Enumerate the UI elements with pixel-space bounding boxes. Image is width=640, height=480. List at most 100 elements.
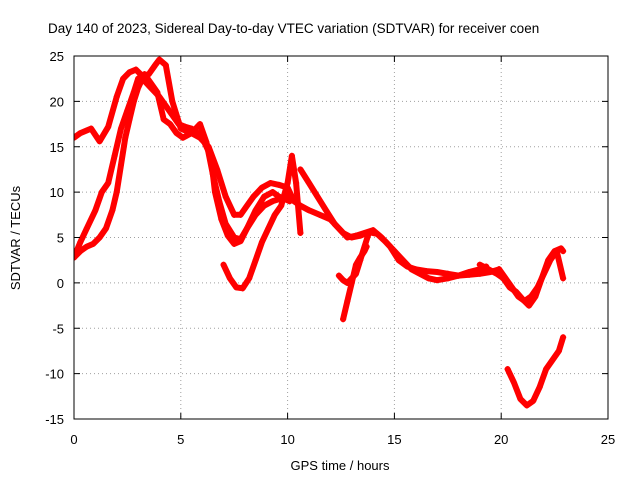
data-point	[476, 261, 483, 268]
data-point	[293, 180, 300, 187]
data-point	[515, 293, 522, 300]
data-point	[517, 396, 524, 403]
data-point	[276, 181, 283, 188]
data-point	[534, 284, 541, 291]
data-point	[348, 279, 355, 286]
data-point	[244, 202, 251, 209]
data-point	[132, 66, 139, 73]
data-point	[152, 62, 159, 69]
data-point	[305, 180, 312, 187]
data-point	[179, 134, 186, 141]
x-tick-label: 10	[280, 432, 294, 447]
data-point	[239, 285, 246, 292]
ticks: 0 5 10 15 20 25 -15 -10 -5 0 5 10 15 20 25	[45, 49, 615, 447]
series-track-d	[220, 152, 304, 292]
data-point	[323, 207, 330, 214]
data-point	[269, 198, 276, 205]
data-point	[540, 270, 547, 277]
series-line	[297, 166, 490, 284]
data-point	[382, 239, 389, 246]
data-point	[218, 216, 225, 223]
data-point	[340, 277, 347, 284]
data-point	[269, 189, 276, 196]
data-point	[425, 275, 432, 282]
data-point	[92, 207, 99, 214]
data-point	[162, 62, 169, 69]
data-point	[197, 121, 204, 128]
data-point	[141, 71, 148, 78]
y-tick-label: 15	[50, 140, 64, 155]
data-point	[237, 238, 244, 245]
data-point	[126, 69, 133, 76]
data-point	[261, 202, 268, 209]
y-tick-label: -5	[52, 321, 64, 336]
data-point	[258, 184, 265, 191]
data-point	[252, 257, 259, 264]
data-point	[434, 277, 441, 284]
data-point	[352, 261, 359, 268]
data-point	[408, 266, 415, 273]
data-point	[361, 248, 368, 255]
chart-title: Day 140 of 2023, Sidereal Day-to-day VTE…	[48, 21, 539, 36]
y-tick-label: 20	[50, 94, 64, 109]
grid	[74, 56, 608, 419]
data-point	[549, 357, 556, 364]
data-point	[252, 211, 259, 218]
data-point	[222, 193, 229, 200]
data-point	[271, 211, 278, 218]
data-point	[113, 189, 120, 196]
data-point	[96, 234, 103, 241]
x-tick-label: 5	[177, 432, 184, 447]
data-point	[77, 239, 84, 246]
data-point	[188, 125, 195, 132]
y-tick-label: -10	[45, 367, 64, 382]
data-point	[135, 84, 142, 91]
data-point	[117, 125, 124, 132]
data-point	[175, 121, 182, 128]
data-point	[455, 272, 462, 279]
data-point	[120, 75, 127, 82]
y-tick-label: 25	[50, 49, 64, 64]
data-point	[77, 130, 84, 137]
data-point	[83, 225, 90, 232]
data-point	[201, 139, 208, 146]
data-point	[547, 257, 554, 264]
data-point	[508, 284, 515, 291]
data-point	[335, 272, 342, 279]
x-tick-label: 20	[494, 432, 508, 447]
data-point	[147, 84, 154, 91]
data-point	[156, 93, 163, 100]
data-point	[169, 111, 176, 118]
data-point	[348, 234, 355, 241]
data-point	[152, 89, 159, 96]
data-point	[167, 121, 174, 128]
data-point	[261, 193, 268, 200]
x-axis-label: GPS time / hours	[291, 458, 390, 473]
data-point	[504, 366, 511, 373]
data-point	[560, 334, 567, 341]
data-point	[109, 207, 116, 214]
data-point	[560, 275, 567, 282]
data-point	[169, 98, 176, 105]
data-point	[543, 366, 550, 373]
series-line	[504, 334, 567, 409]
data-point	[231, 240, 238, 247]
data-point	[417, 270, 424, 277]
data-point	[244, 225, 251, 232]
data-point	[485, 266, 492, 273]
y-tick-label: -15	[45, 412, 64, 427]
data-point	[143, 80, 150, 87]
y-tick-label: 5	[57, 231, 64, 246]
data-point	[226, 275, 233, 282]
data-point	[250, 193, 257, 200]
data-point	[423, 268, 430, 275]
data-point	[74, 134, 77, 141]
data-point	[297, 166, 304, 173]
data-point	[344, 298, 351, 305]
data-point	[77, 248, 84, 255]
data-point	[496, 266, 503, 273]
data-point	[555, 347, 562, 354]
data-point	[237, 211, 244, 218]
data-point	[96, 138, 103, 145]
